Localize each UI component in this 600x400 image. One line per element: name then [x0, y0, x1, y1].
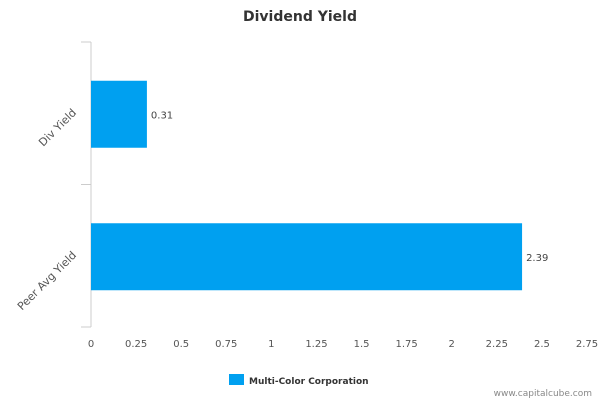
legend-label: Multi-Color Corporation — [249, 377, 369, 387]
bar — [91, 223, 523, 291]
x-tick-label: 1.5 — [354, 339, 370, 350]
x-tick-label: 2.5 — [534, 339, 550, 350]
data-label: 2.39 — [526, 253, 548, 264]
legend: Multi-Color Corporation — [229, 374, 369, 387]
x-tick-label: 1.75 — [396, 339, 418, 350]
x-tick-label: 2.75 — [576, 339, 598, 350]
category-label: Peer Avg Yield — [15, 249, 79, 313]
x-tick-label: 1.25 — [305, 339, 327, 350]
x-tick-label: 0.75 — [215, 339, 237, 350]
data-label: 0.31 — [151, 110, 173, 121]
bar — [91, 80, 147, 148]
bars-layer: 0.31 2.39 — [91, 80, 548, 291]
x-tick-label: 0.25 — [125, 339, 147, 350]
chart-title: Dividend Yield — [243, 9, 357, 25]
x-tick-label: 0.5 — [173, 339, 189, 350]
x-tick-label: 1 — [268, 339, 274, 350]
x-tick-label: 2 — [449, 339, 455, 350]
category-label: Div Yield — [36, 106, 79, 149]
x-tick-label: 0 — [88, 339, 94, 350]
watermark: www.capitalcube.com — [494, 389, 592, 399]
x-tick-label: 2.25 — [486, 339, 508, 350]
legend-swatch — [229, 374, 244, 385]
